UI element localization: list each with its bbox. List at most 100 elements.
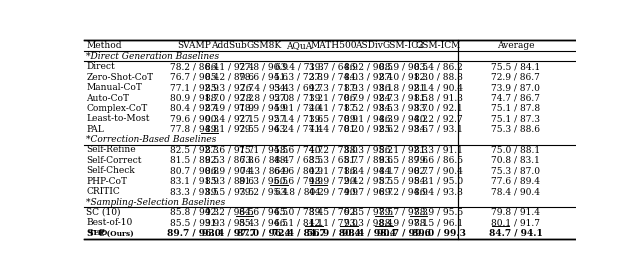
Text: 77.6 / 89.4: 77.6 / 89.4	[491, 177, 540, 186]
Text: 86.9 / 94.2: 86.9 / 94.2	[379, 115, 428, 123]
Text: 79.5 / 94.2: 79.5 / 94.2	[239, 125, 289, 134]
Text: 81.4 / 90.4: 81.4 / 90.4	[414, 83, 463, 92]
Text: S: S	[86, 229, 93, 238]
Text: 93.3 / 98.4: 93.3 / 98.4	[344, 218, 393, 227]
Text: 83.4 / 86.2: 83.4 / 86.2	[414, 62, 463, 71]
Text: 83.1 / 91.9: 83.1 / 91.9	[170, 177, 219, 186]
Text: 90.7 / 96.7: 90.7 / 96.7	[344, 187, 393, 196]
Text: Self-Correct: Self-Correct	[86, 156, 142, 165]
Text: 78.8 / 92.0: 78.8 / 92.0	[239, 93, 289, 102]
Text: 79.6 / 86.5: 79.6 / 86.5	[414, 156, 463, 165]
Text: SVAMP: SVAMP	[177, 41, 211, 50]
Text: 87.2 / 93.5: 87.2 / 93.5	[344, 104, 393, 113]
Text: Self-Refine: Self-Refine	[86, 145, 136, 155]
Text: 42.3 / 71.9: 42.3 / 71.9	[309, 83, 358, 92]
Text: 84.3 / 91.5: 84.3 / 91.5	[379, 93, 428, 102]
Text: 89.2 / 94.9: 89.2 / 94.9	[379, 187, 428, 196]
Text: 78.4 / 90.4: 78.4 / 90.4	[491, 187, 540, 196]
Text: 81.5 / 89.5: 81.5 / 89.5	[170, 156, 219, 165]
Text: 84.3 / 92.4: 84.3 / 92.4	[344, 73, 393, 82]
Text: 92.2 / 96.5: 92.2 / 96.5	[205, 208, 253, 217]
Text: 79.8 / 91.4: 79.8 / 91.4	[491, 208, 540, 217]
Text: 78.9 / 94.9: 78.9 / 94.9	[239, 104, 289, 113]
Text: *Direct Generation Baselines: *Direct Generation Baselines	[86, 52, 220, 61]
Text: 88.9 / 95.5: 88.9 / 95.5	[414, 208, 463, 217]
Text: 64.6 / 80.9: 64.6 / 80.9	[275, 166, 323, 175]
Text: TEP: TEP	[90, 229, 106, 237]
Text: 84.3 / 93.7: 84.3 / 93.7	[380, 104, 428, 113]
Text: 89.1 / 94.3: 89.1 / 94.3	[344, 115, 393, 123]
Text: GSM-ICM: GSM-ICM	[416, 41, 461, 50]
Text: ASDiv: ASDiv	[355, 41, 383, 50]
Text: 41.4 / 70.2: 41.4 / 70.2	[309, 125, 358, 134]
Text: 88.3 / 95.2: 88.3 / 95.2	[344, 145, 393, 155]
Text: 89.0 / 99.3: 89.0 / 99.3	[412, 229, 465, 238]
Text: 75.1 / 94.5: 75.1 / 94.5	[239, 145, 289, 155]
Text: 86.1 / 92.3: 86.1 / 92.3	[380, 145, 428, 155]
Text: 65.0 / 78.4: 65.0 / 78.4	[275, 208, 323, 217]
Text: O: O	[100, 229, 107, 237]
Text: 80.4 / 92.4: 80.4 / 92.4	[170, 104, 219, 113]
Text: 90.2 / 95.5: 90.2 / 95.5	[344, 177, 393, 186]
Text: Self-Check: Self-Check	[86, 166, 135, 175]
Text: 82.7 / 90.4: 82.7 / 90.4	[414, 166, 463, 175]
Text: 77.8 / 90.9: 77.8 / 90.9	[239, 62, 289, 71]
Text: 74.3 / 86.9: 74.3 / 86.9	[239, 166, 289, 175]
Text: 80.2 / 92.7: 80.2 / 92.7	[414, 115, 463, 123]
Text: 57.4 / 71.6: 57.4 / 71.6	[275, 115, 323, 123]
Text: (Ours): (Ours)	[104, 229, 134, 237]
Text: 57.8 / 71.2: 57.8 / 71.2	[275, 93, 323, 102]
Text: 76.4 / 93.4: 76.4 / 93.4	[239, 83, 289, 92]
Text: 86.9 / 92.7: 86.9 / 92.7	[344, 93, 393, 102]
Text: 85.3 / 92.7: 85.3 / 92.7	[205, 83, 253, 92]
Text: 80.1 / 91.7: 80.1 / 91.7	[491, 218, 540, 227]
Text: 74.7 / 86.7: 74.7 / 86.7	[491, 93, 540, 102]
Text: 85.3 / 89.6: 85.3 / 89.6	[205, 177, 253, 186]
Text: 87.0 / 91.3: 87.0 / 91.3	[379, 73, 428, 82]
Text: 85.2 / 93.6: 85.2 / 93.6	[379, 125, 428, 134]
Text: 78.2 / 86.4: 78.2 / 86.4	[170, 62, 219, 71]
Text: 82.0 / 88.8: 82.0 / 88.8	[414, 73, 463, 82]
Text: 88.9 / 90.5: 88.9 / 90.5	[379, 62, 428, 71]
Text: Method: Method	[86, 41, 122, 50]
Text: 82.3 / 86.8: 82.3 / 86.8	[205, 156, 253, 165]
Text: 73.9 / 87.0: 73.9 / 87.0	[491, 83, 540, 92]
Text: 91.3 / 95.4: 91.3 / 95.4	[205, 218, 253, 227]
Text: 78.6 / 94.6: 78.6 / 94.6	[239, 73, 289, 82]
Text: 70.8 / 83.1: 70.8 / 83.1	[491, 156, 540, 165]
Text: 79.6 / 90.3: 79.6 / 90.3	[170, 115, 219, 123]
Text: 66.1 / 81.1: 66.1 / 81.1	[275, 218, 323, 227]
Text: 86.4 / 93.8: 86.4 / 93.8	[414, 187, 463, 196]
Text: 42.1 / 77.0: 42.1 / 77.0	[309, 218, 358, 227]
Text: 35.3 / 65.7: 35.3 / 65.7	[309, 156, 358, 165]
Text: 81.3 / 95.5: 81.3 / 95.5	[239, 177, 289, 186]
Text: 75.3 / 88.6: 75.3 / 88.6	[491, 125, 540, 134]
Text: 60.6 / 79.9: 60.6 / 79.9	[275, 177, 323, 186]
Text: 84.6 / 94.5: 84.6 / 94.5	[239, 208, 289, 217]
Text: 86.2 / 90.5: 86.2 / 90.5	[344, 62, 393, 71]
Text: Average: Average	[497, 41, 534, 50]
Text: GSM-IC2: GSM-IC2	[383, 41, 424, 50]
Text: 37.9 / 74.0: 37.9 / 74.0	[309, 73, 358, 82]
Text: 73.6 / 88.4: 73.6 / 88.4	[239, 156, 289, 165]
Text: 87.3 / 93.1: 87.3 / 93.1	[344, 83, 393, 92]
Text: 92.5 / 97.5: 92.5 / 97.5	[344, 208, 393, 217]
Text: PHP-CoT: PHP-CoT	[86, 177, 127, 186]
Text: 98.4 / 98.4: 98.4 / 98.4	[342, 229, 396, 238]
Text: *Correction-Based Baselines: *Correction-Based Baselines	[86, 135, 217, 144]
Text: 89.5 / 93.5: 89.5 / 93.5	[205, 187, 253, 196]
Text: 83.5 / 89.6: 83.5 / 89.6	[379, 156, 428, 165]
Text: 82.5 / 92.3: 82.5 / 92.3	[170, 145, 218, 155]
Text: *Sampling-Selection Baselines: *Sampling-Selection Baselines	[86, 198, 226, 207]
Text: 77.5 / 92.1: 77.5 / 92.1	[239, 115, 289, 123]
Text: 86.9 / 90.4: 86.9 / 90.4	[205, 166, 253, 175]
Text: GSM8K: GSM8K	[246, 41, 282, 50]
Text: 86.1 / 92.4: 86.1 / 92.4	[205, 62, 253, 71]
Text: 87.6 / 91.7: 87.6 / 91.7	[205, 145, 253, 155]
Text: 63.8 / 80.2: 63.8 / 80.2	[275, 187, 323, 196]
Text: 87.9 / 91.9: 87.9 / 91.9	[205, 104, 253, 113]
Text: 77.1 / 92.9: 77.1 / 92.9	[170, 83, 219, 92]
Text: 89.7 / 96.0: 89.7 / 96.0	[167, 229, 221, 238]
Text: 40.2 / 73.0: 40.2 / 73.0	[309, 145, 358, 155]
Text: AddSub: AddSub	[211, 41, 247, 50]
